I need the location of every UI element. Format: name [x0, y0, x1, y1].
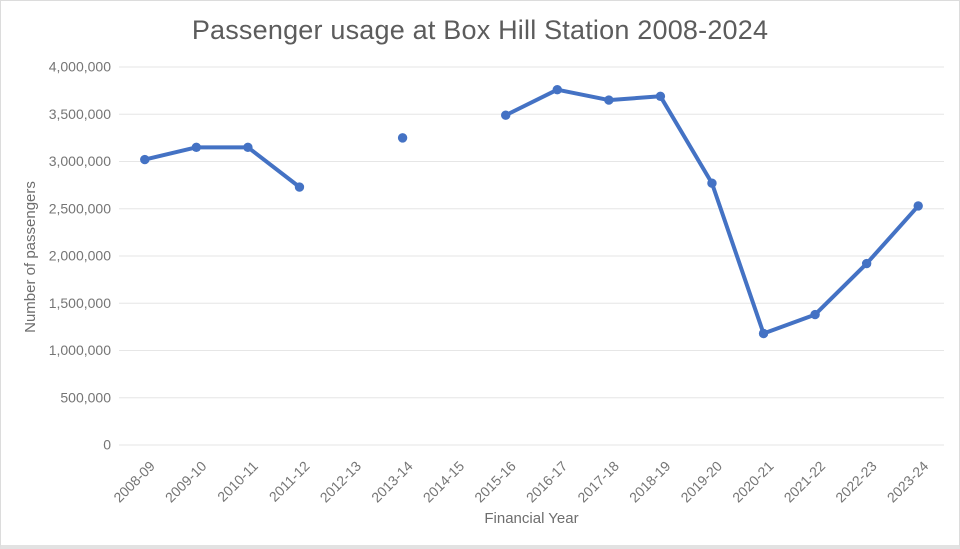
data-point: [861, 258, 872, 269]
y-tick-label: 1,500,000: [49, 295, 111, 311]
data-point: [140, 154, 150, 165]
data-point: [294, 182, 305, 192]
data-point: [552, 84, 562, 95]
x-tick-label: 2018-19: [626, 458, 674, 506]
x-tick-label: 2021-22: [781, 458, 829, 506]
data-point: [913, 201, 923, 211]
y-tick-label: 1,000,000: [49, 342, 111, 358]
data-point: [810, 309, 820, 320]
x-tick-label: 2009-10: [162, 458, 210, 506]
y-tick-label: 0: [103, 437, 111, 453]
x-tick-label: 2008-09: [110, 458, 158, 506]
y-tick-label: 2,000,000: [49, 248, 111, 264]
x-tick-label: 2013-14: [368, 458, 416, 506]
x-tick-label: 2014-15: [420, 458, 468, 506]
x-axis-title: Financial Year: [484, 510, 579, 527]
chart-title: Passenger usage at Box Hill Station 2008…: [191, 15, 769, 45]
y-tick-label: 500,000: [60, 389, 111, 405]
x-tick-label: 2015-16: [471, 458, 519, 506]
x-tick-label: 2016-17: [523, 458, 571, 506]
data-point: [707, 178, 717, 188]
y-tick-label: 3,000,000: [49, 153, 111, 169]
data-point: [604, 95, 614, 105]
data-point: [758, 328, 769, 339]
x-tick-label: 2022-23: [832, 458, 880, 506]
series-line: [503, 87, 921, 336]
x-tick-label: 2012-13: [317, 458, 365, 506]
x-tick-label: 2019-20: [677, 458, 725, 506]
data-point: [501, 110, 511, 120]
data-point: [243, 142, 253, 153]
y-tick-label: 4,000,000: [49, 59, 111, 75]
x-tick-label: 2020-21: [729, 458, 777, 506]
x-tick-label: 2017-18: [574, 458, 622, 506]
x-tick-label: 2023-24: [884, 458, 932, 506]
y-tick-label: 3,500,000: [49, 106, 111, 122]
x-tick-label: 2011-12: [266, 458, 313, 505]
y-axis-title: Number of passengers: [22, 181, 39, 333]
data-point: [191, 142, 202, 153]
data-point: [397, 133, 408, 143]
series-line: [142, 145, 302, 190]
data-point: [655, 91, 666, 101]
y-tick-label: 2,500,000: [49, 200, 111, 216]
x-tick-label: 2010-11: [214, 458, 261, 505]
